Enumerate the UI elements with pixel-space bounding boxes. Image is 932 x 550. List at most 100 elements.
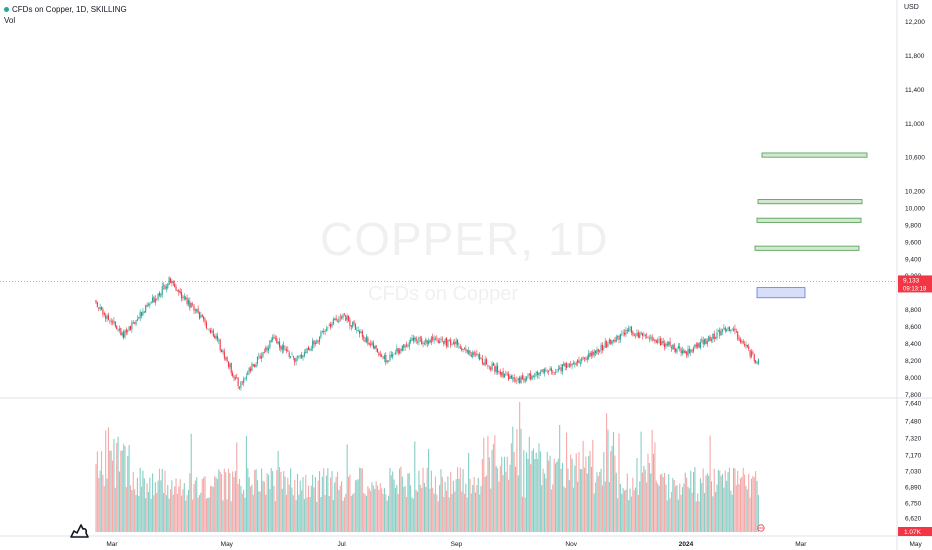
candle-body	[523, 378, 525, 380]
candle-body	[596, 349, 598, 355]
candle-body	[659, 338, 661, 346]
volume-axis-label: 6,620	[905, 516, 922, 523]
candle-body	[571, 363, 573, 366]
candle-body	[243, 379, 245, 384]
candle-body	[632, 331, 634, 334]
time-axis-label: Mar	[106, 541, 118, 548]
candle-body	[612, 340, 615, 341]
candle-body	[458, 345, 460, 347]
candle-body	[353, 321, 355, 324]
candle-body	[692, 347, 695, 352]
volume-bar	[730, 490, 732, 532]
legend-volume[interactable]: Vol	[4, 16, 16, 25]
volume-bar	[570, 454, 572, 532]
volume-bar	[110, 450, 112, 532]
volume-bar	[167, 485, 169, 532]
volume-bar	[692, 471, 695, 532]
candle-body	[499, 371, 501, 375]
resistance-zone[interactable]	[757, 199, 863, 205]
volume-bar	[550, 489, 552, 532]
volume-bar	[209, 485, 212, 532]
legend-symbol[interactable]: CFDs on Copper, 1D, SKILLING	[12, 5, 127, 14]
time-axis[interactable]: MarMayJulSepNov2024MarMayJulSepNov2025Ma…	[106, 541, 932, 548]
volume-bar	[123, 443, 125, 532]
volume-bar	[494, 435, 496, 532]
price-axis[interactable]: 12,200 11,800 11,400 11,000 10,600 10,200 10,0…	[905, 19, 925, 399]
volume-bar	[527, 458, 529, 532]
volume-bar	[356, 479, 358, 532]
candle-body	[546, 371, 548, 372]
volume-bar	[652, 453, 655, 532]
volume-bar	[756, 480, 758, 532]
currency-label[interactable]: USD	[904, 4, 919, 11]
candle-body	[491, 363, 493, 371]
candle-body	[619, 334, 621, 340]
volume-bar	[463, 493, 466, 532]
tradingview-logo-icon[interactable]	[68, 520, 90, 540]
volume-bar	[259, 491, 261, 532]
candle-body	[567, 366, 569, 368]
candle-body	[209, 329, 212, 333]
volume-bar	[240, 486, 242, 532]
volume-bar	[625, 489, 627, 532]
last-price-badge[interactable]: 9,133 09:13:18	[898, 275, 932, 293]
volume-bar	[428, 448, 430, 532]
candle-body	[436, 338, 438, 339]
candle-body	[640, 332, 642, 334]
candle-body	[559, 367, 561, 369]
candle-body	[428, 341, 430, 344]
candle-body	[212, 330, 214, 337]
volume-bar	[342, 500, 344, 532]
volume-bar	[748, 473, 750, 532]
volume-badge[interactable]: 1.07K	[898, 527, 932, 536]
volume-bar	[614, 455, 616, 532]
resistance-zone[interactable]	[754, 245, 860, 251]
volume-axis[interactable]: 7,640 7,480 7,320 7,170 7,030 6,890 6,750 6,620	[905, 401, 922, 523]
candle-body	[386, 360, 388, 363]
candle-body	[556, 371, 558, 373]
candle-body	[698, 342, 700, 348]
candle-body	[292, 355, 294, 358]
price-axis-label: 8,600	[905, 324, 922, 331]
volume-bar	[222, 500, 224, 532]
candle-body	[365, 336, 368, 343]
candle-body	[466, 349, 468, 353]
candle-body	[610, 339, 612, 345]
candle-body	[432, 336, 434, 340]
volume-bar	[295, 500, 297, 532]
volume-bar	[375, 481, 377, 532]
candle-body	[538, 373, 540, 376]
volume-bar	[347, 476, 350, 532]
candle-body	[269, 340, 271, 349]
volume-bar	[716, 484, 718, 532]
candle-body	[745, 344, 747, 347]
candle-body	[197, 308, 199, 314]
candle-body	[393, 353, 395, 355]
candle-body	[750, 351, 753, 358]
volume-bar	[531, 450, 533, 532]
support-zone[interactable]	[756, 287, 806, 299]
candle-body	[360, 331, 362, 334]
volume-bar	[619, 484, 621, 532]
candle-body	[735, 331, 737, 333]
candle-body	[198, 312, 201, 319]
candle-body	[374, 345, 376, 350]
volume-bar	[672, 478, 674, 532]
resistance-zone[interactable]	[761, 152, 868, 158]
volume-bar	[103, 486, 105, 532]
candle-body	[721, 329, 724, 332]
candle-body	[752, 352, 754, 354]
resistance-zone[interactable]	[756, 217, 862, 223]
volume-bar	[157, 480, 159, 532]
volume-bar	[189, 473, 191, 532]
candle-body	[672, 345, 674, 350]
volume-bar	[241, 493, 243, 532]
volume-bar	[400, 466, 402, 532]
candle-body	[385, 354, 387, 363]
volume-bar	[138, 495, 140, 532]
price-axis-label: 11,000	[905, 121, 925, 128]
volume-bar	[556, 461, 558, 532]
volume-bar	[421, 487, 423, 532]
